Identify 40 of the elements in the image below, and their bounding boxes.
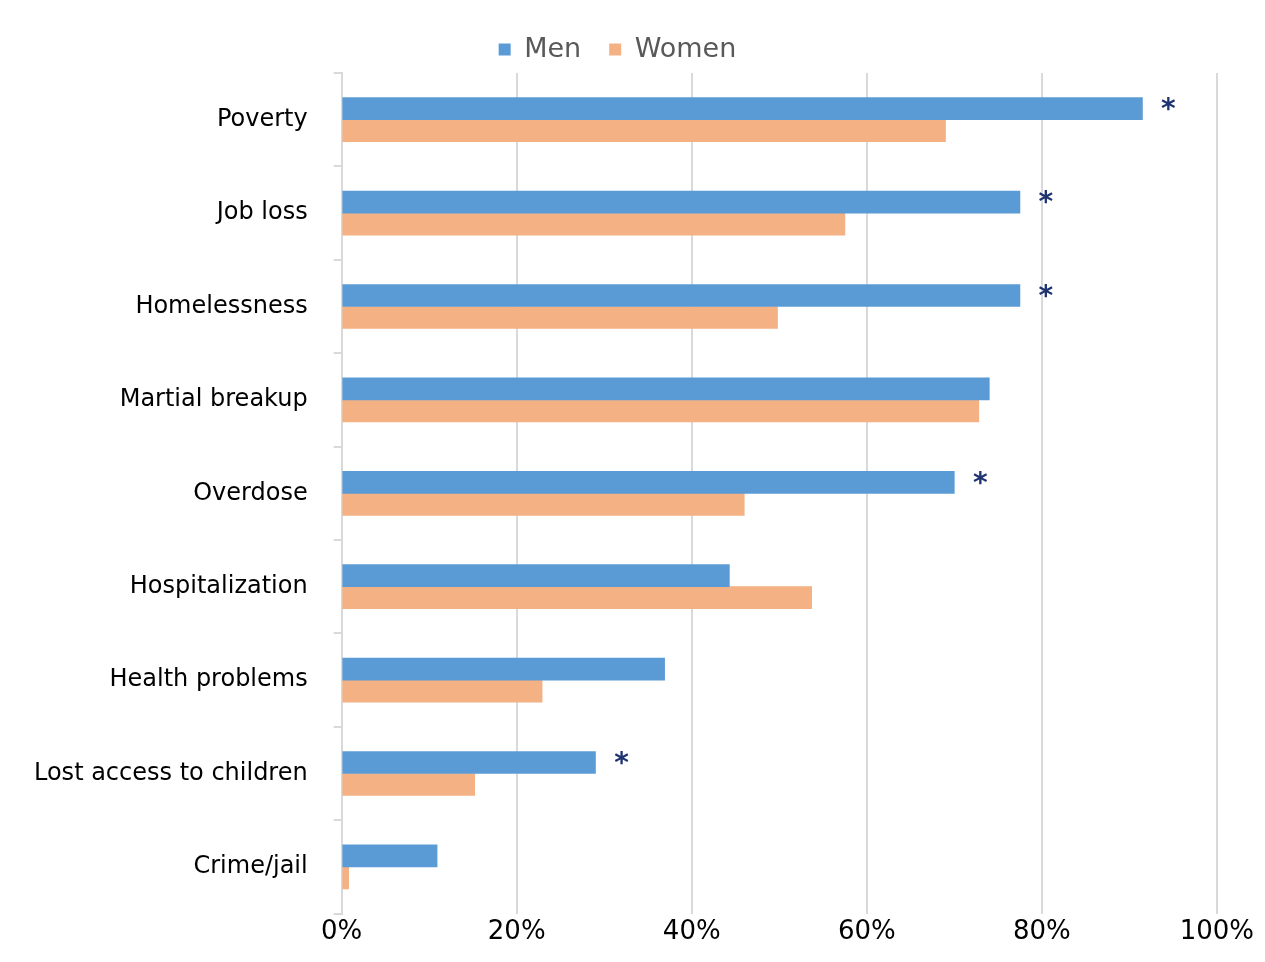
- x-tick-label: 80%: [1012, 914, 1071, 945]
- y-tick-label: Health problems: [109, 664, 308, 693]
- y-tick-label: Crime/jail: [193, 851, 308, 880]
- bar: [342, 377, 990, 401]
- bar: [342, 284, 1021, 307]
- bar: [342, 190, 1021, 214]
- bar: [342, 470, 955, 494]
- y-tick-label: Overdose: [193, 477, 308, 506]
- annotation: *: [614, 745, 630, 779]
- bar: [342, 212, 846, 236]
- bar: [342, 399, 980, 423]
- y-tick-label: Lost access to children: [33, 757, 308, 786]
- bar: [342, 119, 946, 143]
- x-tick-label: 20%: [487, 914, 546, 945]
- y-tick-label: Poverty: [216, 103, 308, 132]
- annotation: *: [972, 465, 988, 499]
- y-tick-label: Martial breakup: [119, 384, 308, 413]
- bar: [342, 866, 350, 890]
- annotation: *: [1161, 91, 1177, 125]
- y-tick-label: Job loss: [214, 197, 308, 226]
- bar: [342, 657, 665, 681]
- x-tick-label: 100%: [1179, 914, 1255, 945]
- x-tick-label: 60%: [837, 914, 896, 945]
- legend-label: Women: [634, 31, 737, 63]
- bar: [342, 773, 476, 796]
- bar: [342, 586, 812, 610]
- bar: [342, 679, 543, 703]
- bar: [342, 564, 730, 588]
- x-tick-label: 0%: [321, 914, 363, 945]
- y-tick-label: Hospitalization: [129, 570, 308, 599]
- bar: [342, 306, 778, 329]
- bar: [342, 97, 1143, 121]
- bar: [342, 751, 596, 774]
- bar: [342, 492, 745, 516]
- y-tick-label: Homelessness: [135, 290, 308, 319]
- annotation: *: [1038, 185, 1054, 219]
- legend-label: Men: [524, 31, 582, 63]
- x-tick-label: 40%: [662, 914, 721, 945]
- bar: [342, 844, 438, 868]
- annotation: *: [1038, 278, 1054, 312]
